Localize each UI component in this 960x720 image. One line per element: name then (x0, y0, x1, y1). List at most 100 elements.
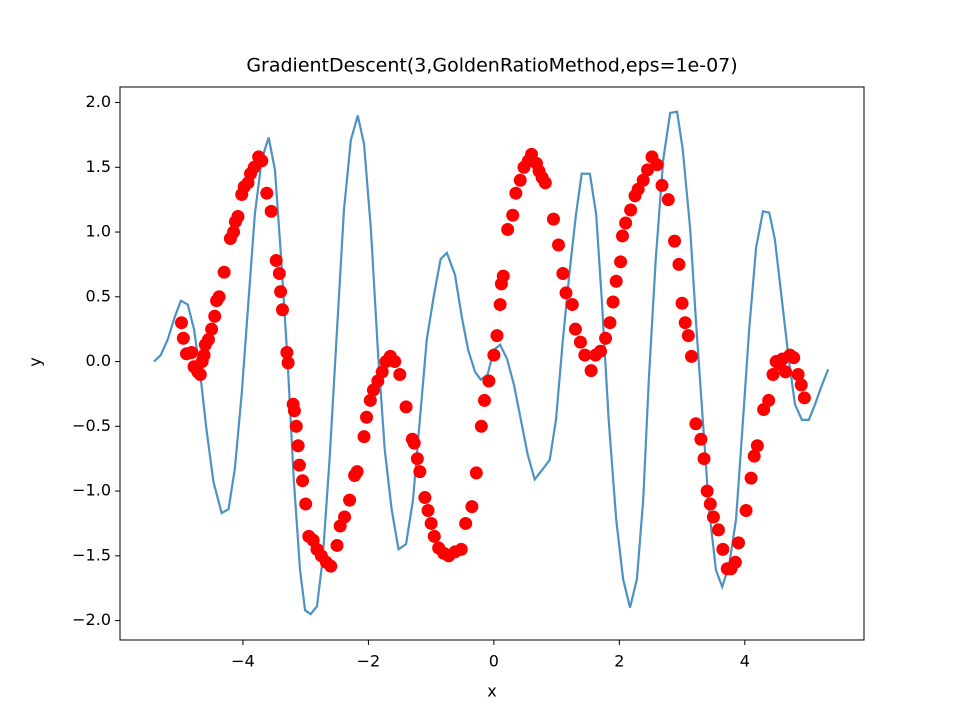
x-axis-label: x (487, 682, 496, 701)
data-point (260, 186, 274, 200)
data-line (153, 110, 830, 616)
y-tick-label: 1.0 (86, 222, 111, 241)
data-point (538, 176, 552, 190)
data-point (287, 404, 301, 418)
data-point (732, 536, 746, 550)
data-point (343, 493, 357, 507)
data-point (513, 173, 527, 187)
data-point (493, 298, 507, 312)
data-point (292, 458, 306, 472)
axes-frame (119, 86, 865, 641)
data-point (615, 229, 629, 243)
data-point (711, 523, 725, 537)
data-point (281, 356, 295, 370)
x-tick-label: −4 (231, 652, 255, 671)
data-point (474, 419, 488, 433)
data-point (275, 303, 289, 317)
data-point (375, 365, 389, 379)
data-point (559, 286, 573, 300)
data-point (689, 417, 703, 431)
data-point (636, 173, 650, 187)
data-point (684, 349, 698, 363)
data-point (410, 452, 424, 466)
data-point (728, 555, 742, 569)
data-point (330, 538, 344, 552)
data-point (424, 516, 438, 530)
data-point (197, 348, 211, 362)
data-point (750, 439, 764, 453)
data-point (205, 322, 219, 336)
data-point (568, 322, 582, 336)
data-point (697, 452, 711, 466)
data-point (469, 466, 483, 480)
data-point (413, 465, 427, 479)
data-point (296, 474, 310, 488)
data-point (407, 436, 421, 450)
data-point (272, 266, 286, 280)
data-point (794, 378, 808, 392)
data-point (465, 500, 479, 514)
data-point (350, 465, 364, 479)
data-point (174, 316, 188, 330)
data-point (655, 178, 669, 192)
x-tick-label: 2 (614, 652, 624, 671)
data-point (762, 393, 776, 407)
data-point (176, 331, 190, 345)
data-point (482, 374, 496, 388)
data-point (599, 331, 613, 345)
data-point (556, 266, 570, 280)
data-point (624, 203, 638, 217)
data-point (703, 497, 717, 511)
data-point (678, 316, 692, 330)
data-point (399, 400, 413, 414)
data-point (291, 439, 305, 453)
y-tick-label: 2.0 (86, 92, 111, 111)
data-point (201, 333, 215, 347)
data-point (289, 419, 303, 433)
data-point (490, 329, 504, 343)
data-point (675, 296, 689, 310)
data-point (609, 274, 623, 288)
x-tick-label: −2 (357, 652, 381, 671)
data-point (551, 238, 565, 252)
data-point (565, 298, 579, 312)
data-point (700, 484, 714, 498)
data-point (338, 510, 352, 524)
y-tick-label: −1.5 (72, 545, 111, 564)
data-point (496, 269, 510, 283)
data-point (661, 193, 675, 207)
x-tick-label: 4 (740, 652, 750, 671)
y-tick-label: 1.5 (86, 157, 111, 176)
data-point (324, 559, 338, 573)
data-point (619, 216, 633, 230)
data-point (668, 234, 682, 248)
data-point (421, 503, 435, 517)
y-tick-label: −2.0 (72, 610, 111, 629)
y-tick-label: 0.0 (86, 351, 111, 370)
data-point (603, 316, 617, 330)
data-point (487, 348, 501, 362)
data-point (744, 471, 758, 485)
data-point (509, 186, 523, 200)
data-point (546, 212, 560, 226)
data-point (227, 225, 241, 239)
y-tick-label: −0.5 (72, 416, 111, 435)
data-point (388, 355, 402, 369)
data-point (650, 158, 664, 172)
data-point (739, 503, 753, 517)
data-point (212, 290, 226, 304)
data-point (716, 542, 730, 556)
x-tick-label: 0 (489, 652, 499, 671)
data-point (694, 432, 708, 446)
data-point (779, 365, 793, 379)
data-point (299, 497, 313, 511)
data-point (208, 309, 222, 323)
data-point (280, 345, 294, 359)
data-point (787, 351, 801, 365)
y-tick-label: 0.5 (86, 286, 111, 305)
data-point (459, 516, 473, 530)
y-tick-label: −1.0 (72, 481, 111, 500)
data-point (791, 368, 805, 382)
